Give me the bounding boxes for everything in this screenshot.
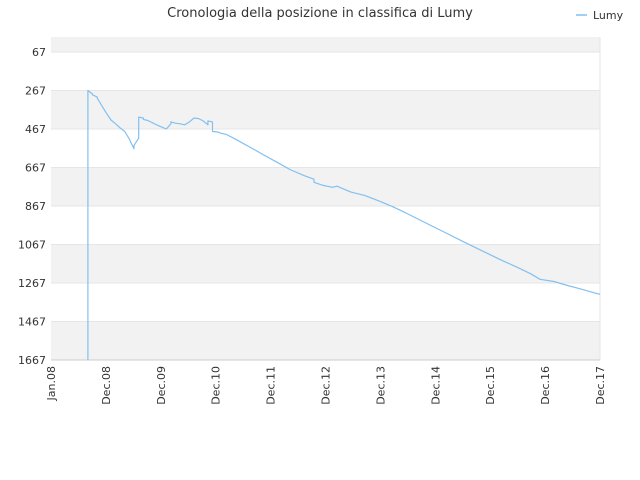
- legend: Lumy: [576, 9, 624, 22]
- y-tick-label: 267: [25, 85, 46, 98]
- legend-label: Lumy: [593, 9, 624, 22]
- x-tick-label: Dec.10: [210, 366, 223, 405]
- x-tick-label: Jan.08: [45, 366, 58, 401]
- x-tick-label: Dec.08: [100, 366, 113, 405]
- x-tick-label: Dec.13: [374, 366, 387, 405]
- x-tick-label: Dec.14: [429, 366, 442, 405]
- y-tick-label: 867: [25, 200, 46, 213]
- x-tick-label: Dec.12: [320, 366, 333, 405]
- y-tick-label: 467: [25, 123, 46, 136]
- series-lumy: [87, 89, 600, 360]
- x-axis: Jan.08 Dec.08 Dec.09 Dec.10 Dec.11 Dec.12 Dec.…: [45, 366, 607, 405]
- plot-band: [51, 321, 600, 360]
- y-tick-label: 667: [25, 162, 46, 175]
- x-tick-label: Dec.11: [265, 366, 278, 405]
- x-tick-label: Dec.09: [155, 366, 168, 405]
- y-tick-label: 1267: [18, 277, 46, 290]
- y-tick-label: 67: [32, 46, 46, 59]
- plot-band: [51, 90, 600, 129]
- y-axis: 67 267 467 667 867 1067 1267 1467 1667: [18, 46, 46, 367]
- y-tick-label: 1667: [18, 354, 46, 367]
- plot-band: [51, 37, 600, 52]
- chart-title: Cronologia della posizione in classifica…: [167, 6, 473, 21]
- plot-band: [51, 244, 600, 283]
- x-tick-label: Dec.17: [594, 366, 607, 405]
- y-tick-label: 1067: [18, 239, 46, 252]
- plot-background: [51, 37, 600, 360]
- y-tick-label: 1467: [18, 316, 46, 329]
- x-tick-label: Dec.15: [484, 366, 497, 405]
- x-tick-label: Dec.16: [539, 366, 552, 405]
- series-line: [87, 89, 600, 360]
- plot-band: [51, 167, 600, 206]
